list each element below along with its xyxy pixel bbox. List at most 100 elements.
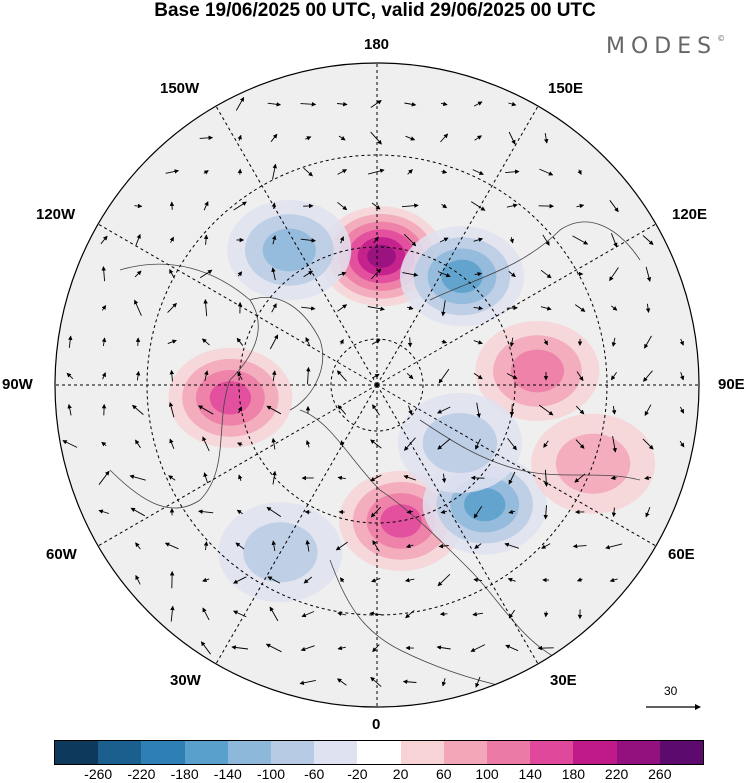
colorbar-label: 20 [392,766,409,782]
wind-vector [507,577,516,583]
wind-vector [101,372,106,380]
wind-vector [645,507,651,518]
wind-vector [372,644,380,653]
wind-vector [337,304,348,312]
wind-vector [406,509,413,515]
wind-vector [609,200,619,213]
wind-vector [269,606,279,622]
wind-vector [265,643,282,653]
colorbar-label: 140 [518,766,542,782]
wind-vector [612,436,617,453]
wind-vector [267,102,282,107]
wind-vector [233,576,247,584]
wind-vector [367,168,385,175]
wind-vector [203,234,209,245]
wind-vector [339,339,344,345]
colorbar-label: 260 [648,766,672,782]
wind-vector [372,540,380,552]
wind-vector [508,131,516,145]
wind-vector [236,337,244,346]
wind-vector [299,679,316,686]
wind-vector [441,678,447,687]
wind-vector [644,404,652,416]
wind-vector [437,438,451,450]
wind-vector [475,676,481,688]
wind-vector [508,271,516,278]
wind-vector [135,542,141,550]
wind-vector [203,299,208,317]
wind-vector [267,576,281,584]
wind-vector [509,337,515,348]
wind-vector [609,577,618,583]
wind-vector [440,101,448,107]
wind-vector [473,372,483,380]
colorbar-segment [227,741,272,764]
wind-vector [370,131,382,145]
wind-vector [576,371,584,382]
wind-vector [401,203,419,208]
wind-vector [508,609,516,619]
wind-vector [542,234,550,246]
wind-vector [266,405,282,415]
wind-vector [337,201,348,211]
wind-vector [339,236,344,244]
wind-vector [199,269,213,279]
colorbar-label: -100 [256,766,286,782]
graticule [55,63,699,707]
map-title: Base 19/06/2025 00 UTC, valid 29/06/2025… [154,0,596,21]
wind-vector [203,541,209,551]
wind-vector [574,473,586,483]
wind-vector [337,101,348,107]
wind-vector [644,475,652,481]
wind-vector [576,203,585,209]
wind-vector [472,169,484,175]
wind-vector [231,645,249,650]
wind-vector [440,509,447,514]
wind-vector [679,372,685,381]
wind-vector [303,167,313,177]
map-boundary [54,62,700,708]
wind-vector [642,235,654,246]
wind-vector [543,133,549,144]
wind-vector [438,543,449,549]
wind-vector [167,339,177,345]
colorbar-segment [616,741,660,764]
wind-vector [474,271,483,277]
wind-vector [204,370,209,382]
wind-vector [371,339,381,345]
wind-vector [441,203,448,209]
wind-vector [436,645,451,650]
wind-vector [370,676,382,687]
wind-vector [470,644,486,652]
wind-vector [135,439,141,449]
wind-vector [575,439,585,449]
wind-vectors [62,96,685,688]
wind-vector [237,371,243,380]
wind-vector [339,440,345,448]
wind-vector [135,370,141,381]
wind-vector [198,405,214,415]
wind-vector [271,235,277,245]
wind-vector [475,438,481,450]
wind-vector [679,338,684,346]
wind-vector [506,373,518,379]
anomaly-contour [422,413,498,473]
wind-vector [335,541,348,551]
wind-vector [271,437,276,450]
lon-label-0: 0 [372,716,381,733]
wind-vector [408,405,413,416]
colorbar-label: -20 [347,766,368,782]
wind-vector [237,406,242,414]
wind-vector [405,543,414,549]
wind-vector [407,337,413,348]
colorbar-segment [314,741,358,764]
wind-vector [101,441,107,447]
wind-vector [403,233,417,247]
anomaly-contour [209,381,252,415]
lon-label-60e: 60E [668,546,695,563]
colorbar-segment [400,741,444,764]
wind-vector [270,133,278,142]
wind-vector [373,236,379,244]
wind-vector [474,543,482,549]
